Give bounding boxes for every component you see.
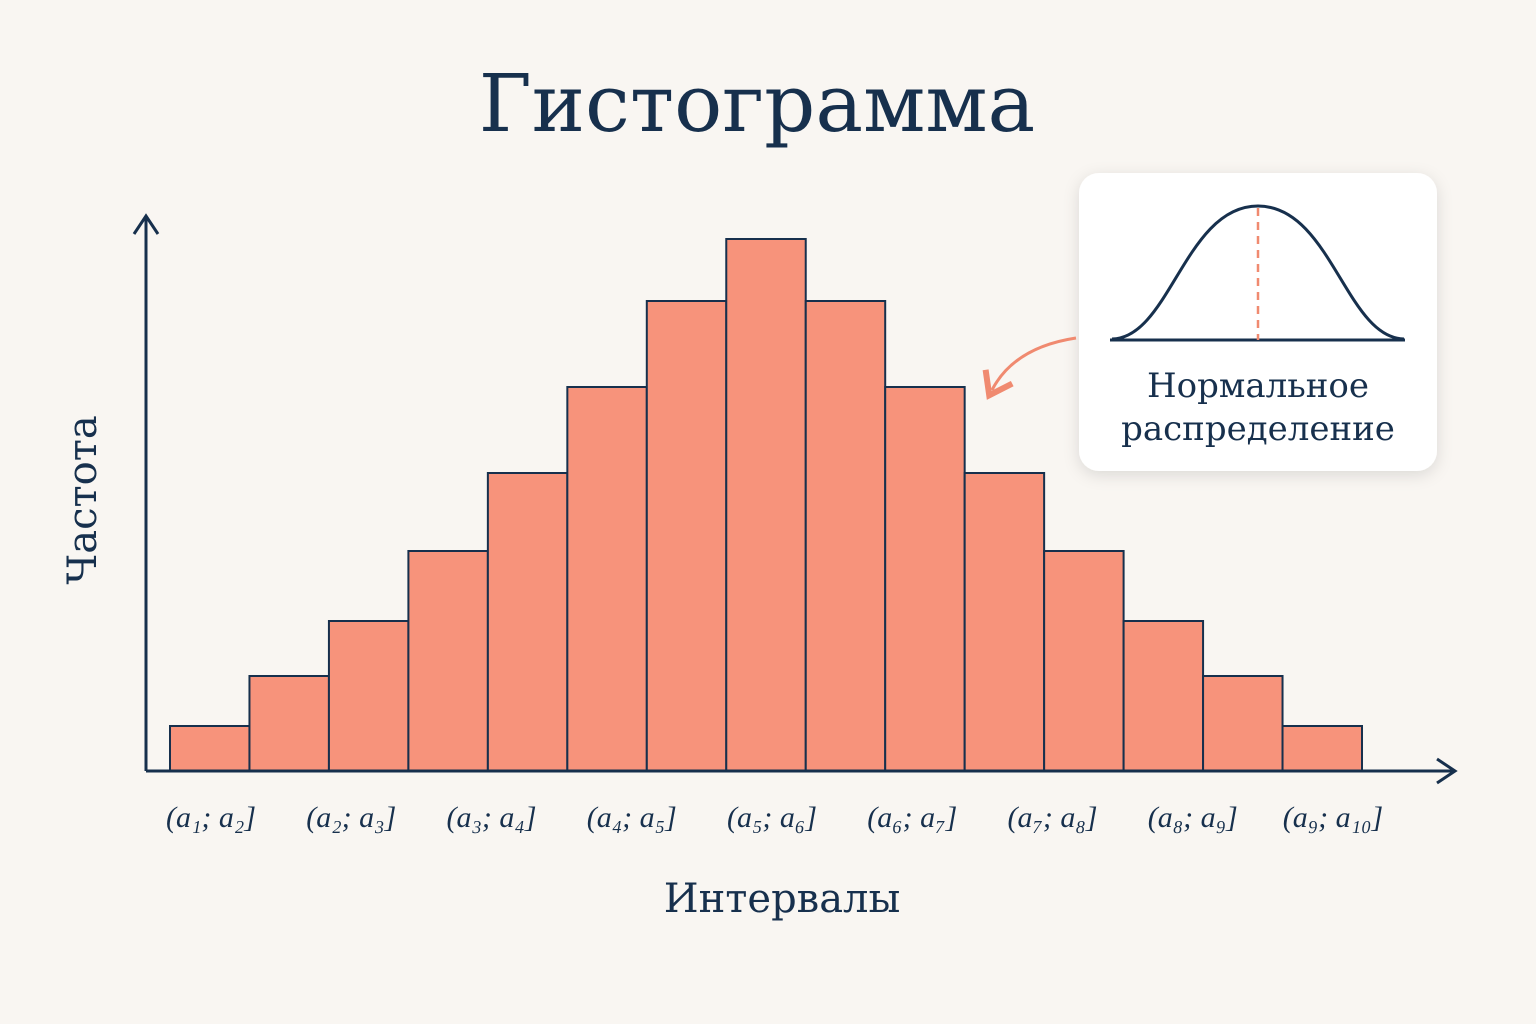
bar <box>725 238 807 772</box>
bar <box>804 300 887 772</box>
x-tick-label: (a₆; a₇] <box>867 801 957 834</box>
x-tick-label: (a₁; a₂] <box>166 801 256 834</box>
bar <box>1281 725 1363 772</box>
bell-curve <box>1111 204 1405 341</box>
bar <box>407 550 489 772</box>
x-tick-label: (a₉; a₁₀] <box>1283 801 1383 834</box>
x-tick-label: (a₈; a₉] <box>1148 801 1238 834</box>
bar <box>169 725 251 772</box>
x-tick-label: (a₃; a₄] <box>446 801 536 834</box>
x-axis <box>146 757 1458 785</box>
bar <box>884 386 966 772</box>
x-tick-label: (a₂; a₃] <box>306 801 396 834</box>
y-axis <box>132 213 160 771</box>
x-axis-label: Интервалы <box>664 876 901 922</box>
bar <box>1202 675 1284 772</box>
annotation-text: распределение <box>1121 409 1395 449</box>
annotation-arrow <box>982 336 1077 400</box>
x-tick-label: (a₄; a₅] <box>587 801 677 834</box>
bar <box>248 675 330 772</box>
bar <box>963 472 1046 772</box>
bar <box>1043 550 1125 772</box>
chart-title: Гистограмма <box>479 57 1035 150</box>
bar <box>566 386 648 772</box>
x-tick-label: (a₇; a₈] <box>1007 801 1097 834</box>
annotation-text: Нормальное <box>1147 366 1369 406</box>
y-axis-label: Частота <box>60 415 106 584</box>
x-tick-label: (a₅; a₆] <box>727 801 817 834</box>
bar <box>327 620 410 772</box>
bar <box>645 300 728 772</box>
bar <box>1122 620 1205 772</box>
bar <box>486 472 569 772</box>
annotation-card: Нормальное распределение <box>1079 173 1437 471</box>
